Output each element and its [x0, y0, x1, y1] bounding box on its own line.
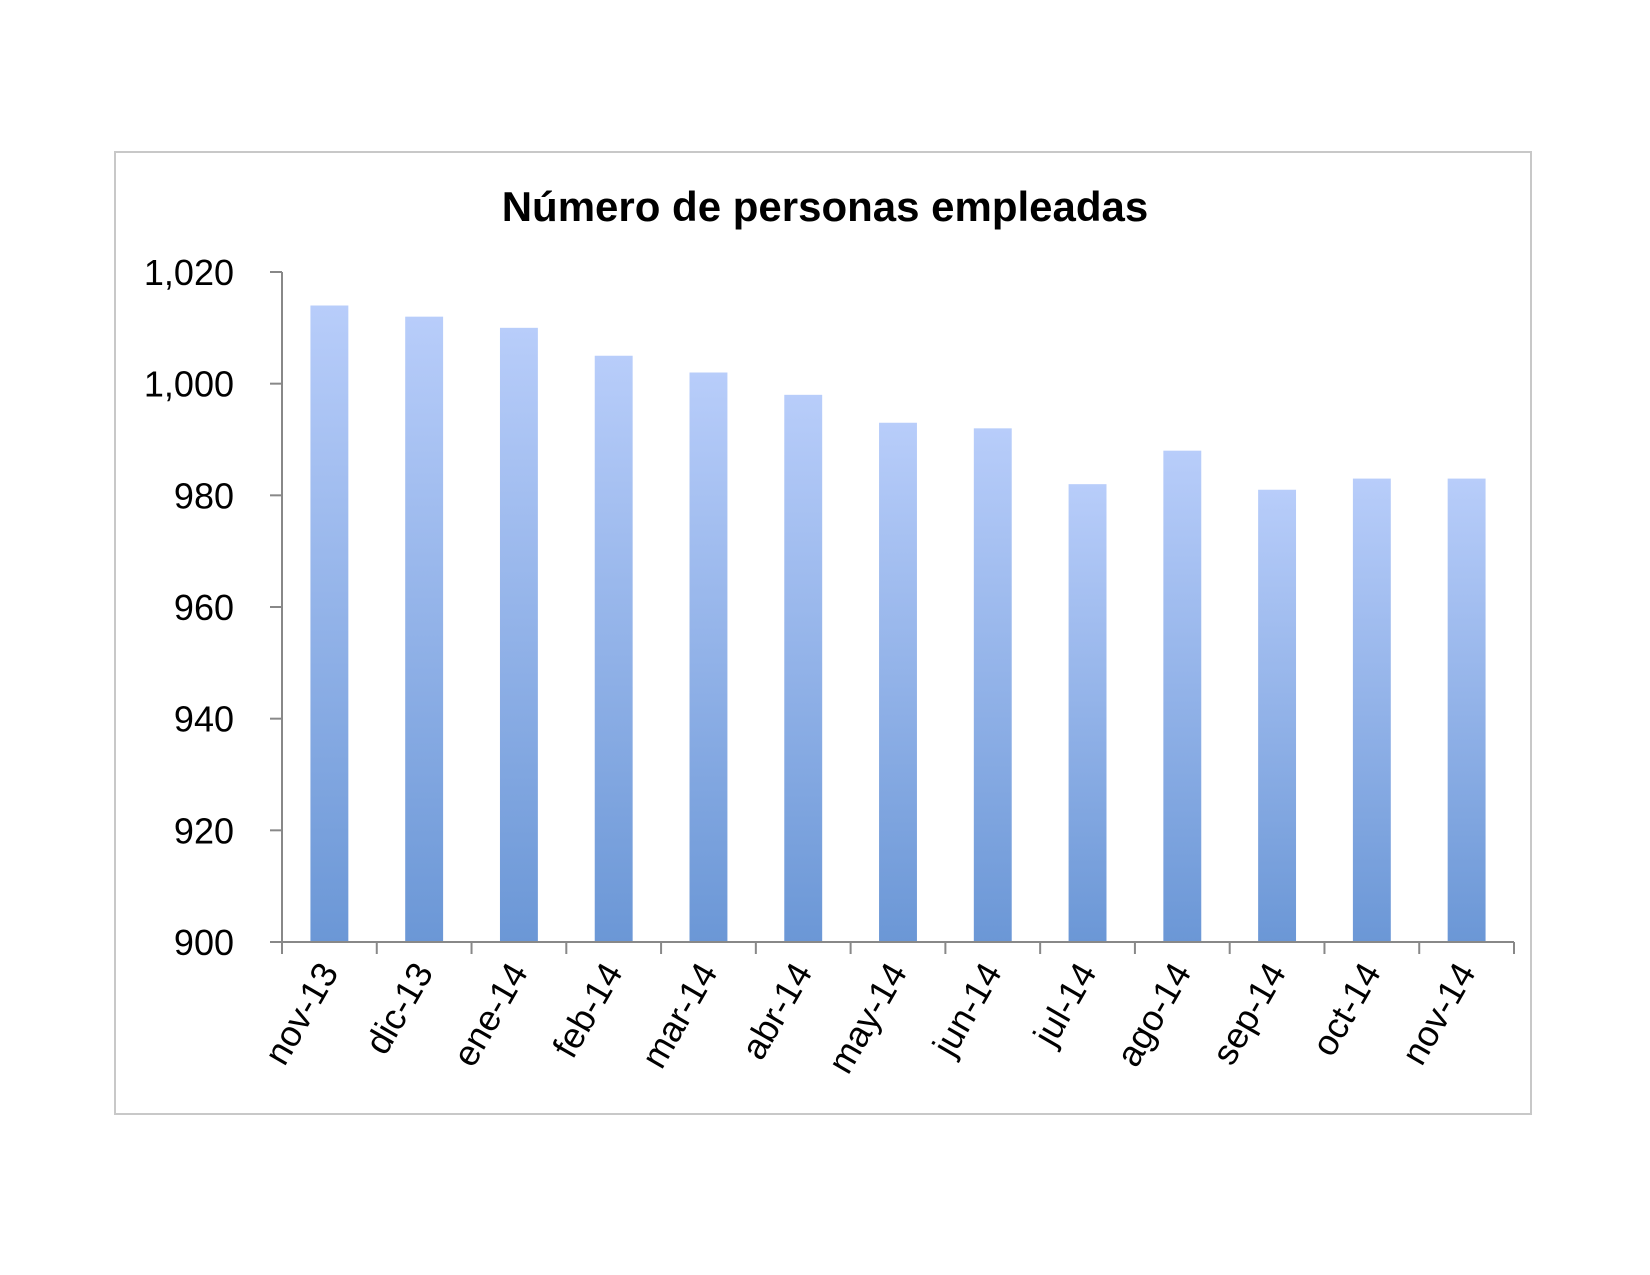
y-tick-label: 980 — [174, 475, 234, 516]
x-tick-label: oct-14 — [1303, 956, 1389, 1063]
y-tick-label: 1,000 — [144, 364, 234, 405]
bar-jun-14 — [973, 428, 1012, 942]
x-tick-label: dic-13 — [357, 956, 442, 1061]
axes-group — [270, 271, 1515, 954]
x-tick-label: ago-14 — [1108, 956, 1200, 1074]
bar-abr-14 — [784, 394, 823, 942]
x-tick-label: feb-14 — [544, 956, 631, 1065]
bar-jul-14 — [1068, 484, 1107, 942]
x-tick-labels: nov-13 dic-13 ene-14 feb-14 mar-14 abr-14 may-… — [256, 956, 1484, 1080]
x-tick-label: sep-14 — [1203, 956, 1294, 1072]
x-tick-label: mar-14 — [633, 956, 726, 1075]
y-tick-label: 920 — [174, 810, 234, 851]
bar-nov-13 — [310, 305, 349, 942]
bar-ago-14 — [1163, 450, 1202, 942]
x-tick-label: may-14 — [819, 956, 915, 1080]
y-tick-label: 940 — [174, 699, 234, 740]
bar-oct-14 — [1352, 478, 1391, 942]
y-tick-labels: 900 920 940 960 980 1,000 1,020 — [144, 252, 234, 963]
bar-ene-14 — [499, 327, 538, 942]
chart-title: Número de personas empleadas — [502, 183, 1149, 230]
x-tick-label: abr-14 — [733, 956, 821, 1067]
y-tick-label: 900 — [174, 922, 234, 963]
x-tick-label: jul-14 — [1024, 956, 1104, 1054]
bar-nov-14 — [1447, 478, 1486, 942]
x-tick-label: nov-14 — [1393, 956, 1484, 1072]
y-tick-label: 960 — [174, 587, 234, 628]
bar-may-14 — [879, 422, 917, 942]
bar-mar-14 — [689, 372, 728, 942]
y-tick-label: 1,020 — [144, 252, 234, 293]
x-tick-label: ene-14 — [444, 956, 536, 1074]
bar-sep-14 — [1258, 489, 1297, 942]
x-tick-label: jun-14 — [924, 956, 1010, 1064]
bar-feb-14 — [594, 355, 633, 942]
bar-dic-13 — [405, 316, 444, 943]
x-tick-label: nov-13 — [256, 956, 347, 1072]
bars-group — [310, 305, 1486, 943]
